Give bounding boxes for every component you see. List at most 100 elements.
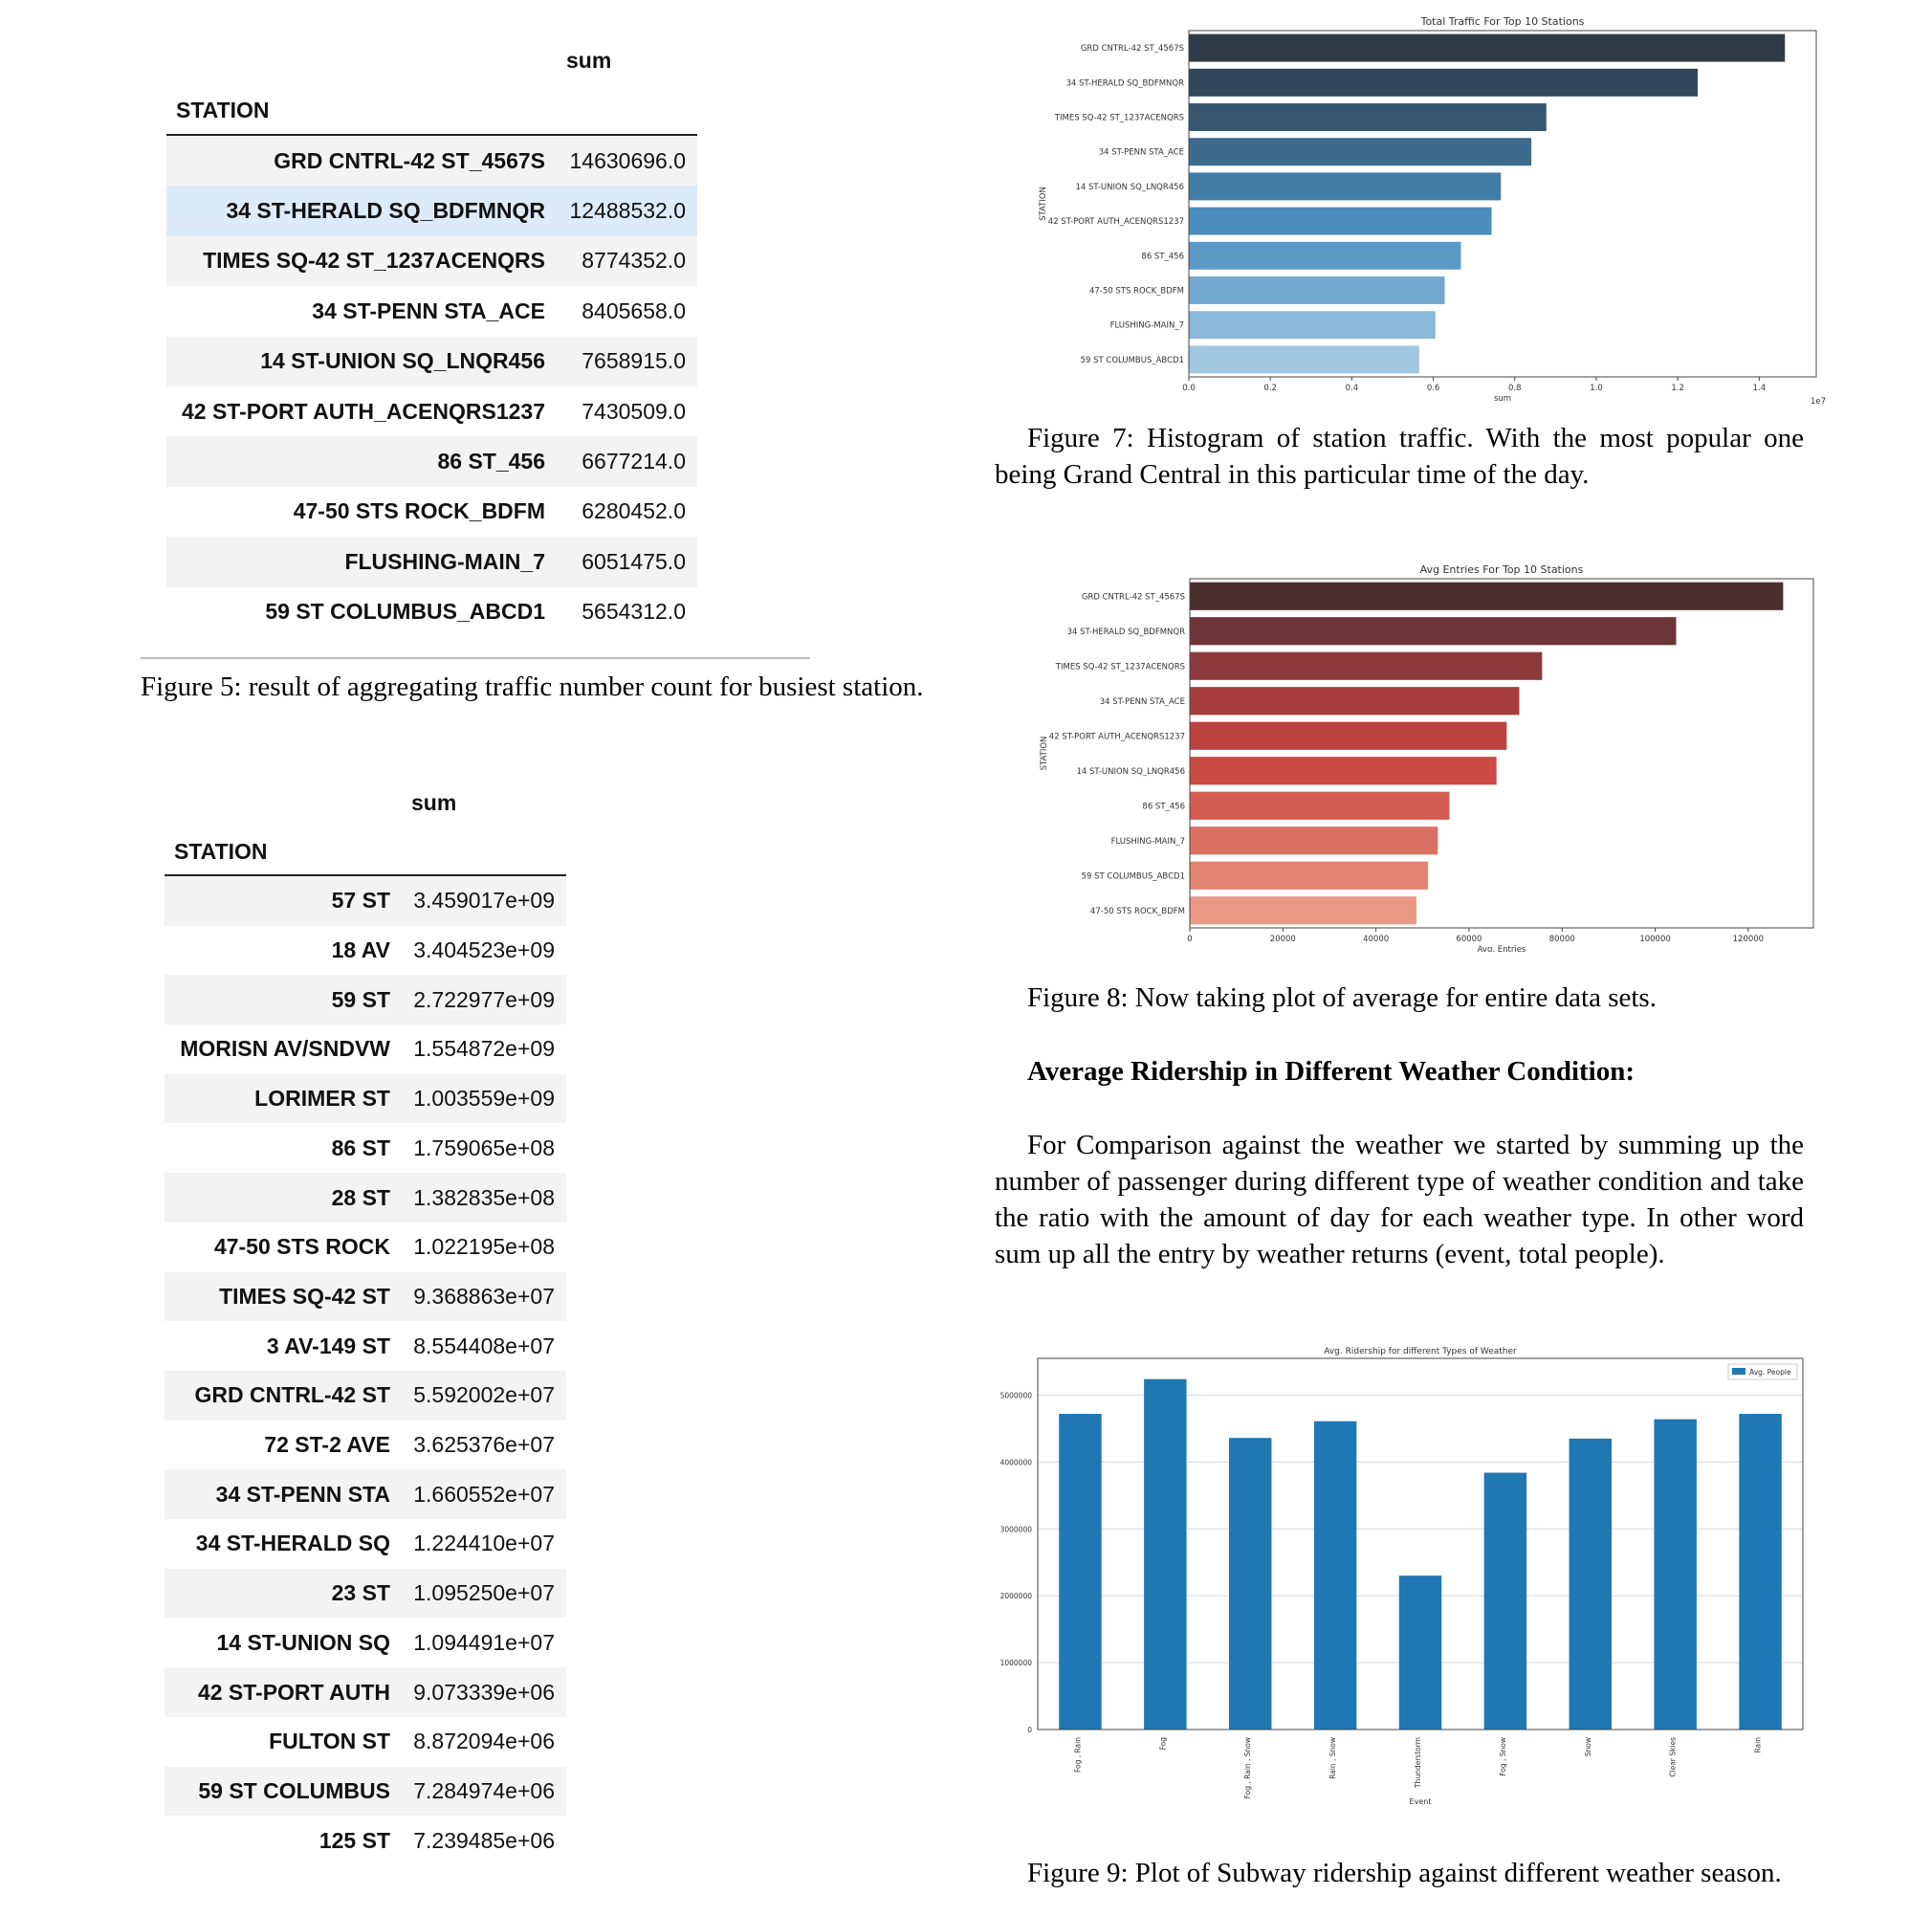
- y-tick-label: 86 ST_456: [1142, 802, 1185, 811]
- sum-value-cell: 1.095250e+07: [413, 1580, 555, 1606]
- x-tick-label: 1.0: [1590, 384, 1603, 393]
- table-row: 86 ST 1.759065e+08: [165, 1124, 566, 1174]
- station-name-cell: 59 ST COLUMBUS_ABCD1: [265, 599, 545, 625]
- station-name-cell: 34 ST-PENN STA_ACE: [312, 297, 545, 323]
- station-name-cell: 34 ST-PENN STA: [215, 1481, 390, 1507]
- table-row: FLUSHING-MAIN_7 6051475.0: [166, 537, 697, 587]
- y-tick-label: 59 ST COLUMBUS_ABCD1: [1082, 871, 1185, 881]
- bar: [1189, 241, 1461, 270]
- y-tick-label: 0: [1027, 1726, 1032, 1734]
- bar: [1059, 1414, 1102, 1730]
- bar: [1190, 896, 1416, 925]
- bar: [1190, 861, 1429, 890]
- body-paragraph: For Comparison against the weather we st…: [995, 1130, 1804, 1269]
- table-row: TIMES SQ-42 ST 9.368863e+07: [165, 1271, 566, 1322]
- bar: [1189, 207, 1492, 235]
- x-axis-label: Avg. Entries: [1478, 945, 1526, 952]
- sum-value-cell: 5654312.0: [582, 599, 686, 625]
- bar: [1144, 1378, 1187, 1730]
- y-tick-label: FLUSHING-MAIN_7: [1110, 321, 1184, 331]
- y-tick-label: GRD CNTRL-42 ST_4567S: [1082, 592, 1185, 602]
- x-tick-label: Fog , Snow: [1499, 1737, 1507, 1776]
- x-tick-label: 0.2: [1263, 384, 1277, 393]
- station-name-cell: GRD CNTRL-42 ST: [194, 1382, 390, 1408]
- sum-value-cell: 8.872094e+06: [413, 1729, 555, 1754]
- table-row: MORISN AV/SNDVW 1.554872e+09: [165, 1025, 566, 1074]
- station-name-cell: 14 ST-UNION SQ_LNQR456: [260, 348, 545, 374]
- y-tick-label: 47-50 STS ROCK_BDFM: [1090, 907, 1185, 916]
- y-tick-label: 4000000: [1000, 1458, 1033, 1466]
- sum-value-cell: 8.554408e+07: [413, 1333, 555, 1358]
- x-tick-label: Clear Skies: [1669, 1737, 1678, 1777]
- bar: [1483, 1472, 1527, 1730]
- sum-value-cell: 5.592002e+07: [413, 1382, 555, 1408]
- bar: [1190, 651, 1543, 680]
- station-name-cell: 3 AV-149 ST: [266, 1333, 390, 1358]
- sum-value-cell: 1.759065e+08: [413, 1135, 555, 1160]
- chart-title: Avg. Ridership for different Types of We…: [1324, 1347, 1517, 1356]
- bar: [1190, 721, 1507, 750]
- chart-weather-ridership: Avg. Ridership for different Types of We…: [1000, 1347, 1804, 1806]
- y-tick-label: 34 ST-HERALD SQ_BDFMNQR: [1066, 78, 1184, 88]
- y-axis-label: STATION: [1039, 187, 1048, 221]
- table-row: GRD CNTRL-42 ST_4567S 14630696.0: [166, 136, 697, 187]
- station-name-cell: 86 ST_456: [437, 449, 545, 474]
- station-name-cell: MORISN AV/SNDVW: [180, 1036, 390, 1062]
- x-tick-label: 0.8: [1508, 384, 1522, 393]
- y-tick-label: 2000000: [1000, 1592, 1033, 1600]
- station-name-cell: TIMES SQ-42 ST_1237ACENQRS: [203, 248, 545, 274]
- section-heading: Average Ridership in Different Weather C…: [1027, 1056, 1636, 1087]
- table-row: 14 ST-UNION SQ_LNQR456 7658915.0: [166, 336, 697, 386]
- x-tick-label: Fog , Rain: [1073, 1737, 1082, 1773]
- station-name-cell: 42 ST-PORT AUTH_ACENQRS1237: [181, 398, 545, 424]
- y-tick-label: TIMES SQ-42 ST_1237ACENQRS: [1055, 662, 1185, 672]
- table-row: 57 ST 3.459017e+09: [165, 876, 566, 926]
- y-tick-label: 3000000: [1000, 1525, 1033, 1533]
- table-row: TIMES SQ-42 ST_1237ACENQRS 8774352.0: [166, 235, 697, 287]
- station-name-cell: 59 ST COLUMBUS: [198, 1777, 390, 1803]
- table-row: 47-50 STS ROCK 1.022195e+08: [165, 1223, 566, 1272]
- x-tick-label: 80000: [1549, 935, 1575, 944]
- y-tick-label: 34 ST-PENN STA_ACE: [1100, 697, 1185, 707]
- chart-total-traffic: Total Traffic For Top 10 Stations GRD CNT…: [1039, 15, 1826, 407]
- y-tick-label: 14 ST-UNION SQ_LNQR456: [1077, 767, 1185, 777]
- station-name-cell: TIMES SQ-42 ST: [219, 1283, 390, 1309]
- sum-value-cell: 14630696.0: [569, 147, 686, 173]
- sum-value-cell: 6677214.0: [582, 449, 686, 474]
- bar: [1190, 791, 1450, 820]
- sum-value-cell: 6051475.0: [582, 548, 686, 574]
- station-name-cell: 125 ST: [318, 1827, 390, 1853]
- table-row: 18 AV 3.404523e+09: [165, 926, 566, 976]
- x-tick-label: 60000: [1456, 935, 1482, 944]
- table-row: LORIMER ST 1.003559e+09: [165, 1073, 566, 1124]
- table-row: 47-50 STS ROCK_BDFM 6280452.0: [166, 487, 697, 537]
- figure-9-caption: Figure 9: Plot of Subway ridership again…: [1027, 1858, 1782, 1888]
- bar: [1190, 617, 1677, 646]
- table-row: 42 ST-PORT AUTH_ACENQRS1237 7430509.0: [166, 386, 697, 436]
- station-name-cell: FULTON ST: [269, 1729, 390, 1754]
- sum-value-cell: 8405658.0: [582, 297, 686, 323]
- plot-frame: [1037, 1357, 1804, 1730]
- station-name-cell: 34 ST-HERALD SQ_BDFMNQR: [226, 198, 545, 224]
- chart-avg-entries: Avg Entries For Top 10 Stations GRD CNTRL…: [1040, 563, 1814, 952]
- sum-value-cell: 1.094491e+07: [413, 1629, 555, 1655]
- sum-value-cell: 7.239485e+06: [413, 1827, 555, 1853]
- x-tick-label: 1.2: [1671, 384, 1684, 393]
- bar: [1190, 582, 1784, 610]
- bar: [1654, 1419, 1697, 1730]
- x-tick-label: Snow: [1584, 1737, 1592, 1756]
- x-tick-label: 100000: [1639, 935, 1670, 944]
- figure-7-caption: Figure 7: Histogram of station traffic. …: [995, 423, 1804, 490]
- table-row: FULTON ST 8.872094e+06: [165, 1717, 566, 1767]
- sum-value-cell: 3.625376e+07: [413, 1432, 555, 1458]
- station-name-cell: 86 ST: [331, 1135, 390, 1160]
- bar: [1569, 1438, 1612, 1730]
- y-tick-label: 47-50 STS ROCK_BDFM: [1089, 287, 1184, 297]
- legend-entry: Avg. People: [1749, 1368, 1791, 1377]
- table-row: 59 ST COLUMBUS 7.284974e+06: [165, 1766, 566, 1817]
- sum-value-cell: 3.459017e+09: [413, 888, 555, 914]
- index-header-station: STATION: [176, 98, 270, 122]
- bar: [1189, 68, 1698, 97]
- table-row: 34 ST-HERALD SQ_BDFMNQR 12488532.0: [166, 186, 697, 236]
- y-tick-label: 86 ST_456: [1141, 252, 1184, 261]
